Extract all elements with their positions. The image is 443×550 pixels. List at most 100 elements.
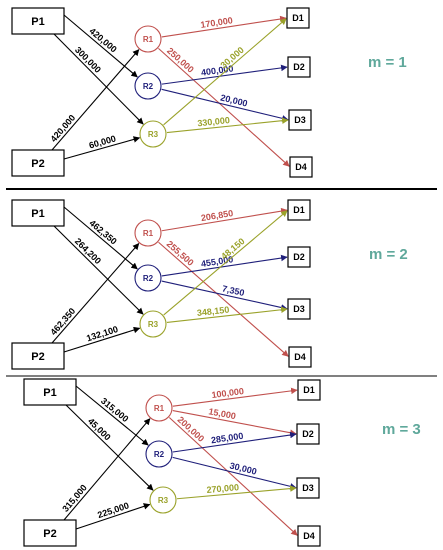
producer-box-p2 bbox=[23, 519, 77, 547]
flow-r1-d4: 200,000 bbox=[175, 414, 206, 443]
flow-r1-d1: 100,000 bbox=[211, 386, 245, 400]
arrow-r1-d1 bbox=[172, 387, 298, 407]
refinery-node-r2 bbox=[134, 264, 162, 292]
destination-box-d2 bbox=[287, 56, 311, 78]
arrow-p2-r3 bbox=[63, 326, 141, 353]
destination-label: D2 bbox=[293, 252, 305, 262]
destination-box-d3 bbox=[296, 477, 320, 499]
arrow-r3-d1 bbox=[163, 18, 287, 126]
arrow-r2-d3 bbox=[161, 280, 288, 311]
arrow-r2-d2 bbox=[161, 64, 288, 85]
arrow-r2-d3 bbox=[172, 456, 297, 490]
flow-r1-d2: 15,000 bbox=[208, 406, 237, 421]
flow-r2-d2: 285,000 bbox=[210, 431, 244, 446]
refinery-label: R2 bbox=[143, 82, 154, 91]
refinery-node-r1 bbox=[134, 25, 162, 53]
arrow-p1-r3 bbox=[65, 404, 154, 491]
producer-label: P1 bbox=[31, 16, 44, 28]
destination-box-d4 bbox=[297, 525, 321, 547]
refinery-label: R1 bbox=[154, 404, 165, 413]
flow-p2-r3: 225,000 bbox=[96, 500, 130, 520]
refinery-label: R2 bbox=[154, 450, 165, 459]
refinery-node-r1 bbox=[134, 219, 162, 247]
destination-label: D3 bbox=[293, 304, 305, 314]
period-label: m = 2 bbox=[369, 246, 408, 263]
producer-box-p2 bbox=[11, 149, 65, 177]
producer-box-p1 bbox=[11, 199, 65, 227]
arrow-r2-d2 bbox=[172, 431, 297, 453]
destination-box-d4 bbox=[289, 156, 313, 178]
refinery-node-r3 bbox=[139, 120, 167, 148]
refinery-label: R3 bbox=[148, 130, 159, 139]
refinery-node-r3 bbox=[149, 486, 177, 514]
producer-label: P2 bbox=[31, 158, 44, 170]
flow-p2-r1: 420,000 bbox=[48, 113, 77, 144]
destination-label: D3 bbox=[302, 483, 314, 493]
refinery-node-r2 bbox=[134, 72, 162, 100]
destination-box-d1 bbox=[297, 379, 321, 401]
flow-p2-r1: 462,350 bbox=[48, 306, 77, 337]
flow-r1-d4: 250,000 bbox=[165, 46, 196, 75]
arrow-p1-r3 bbox=[53, 33, 144, 125]
destination-label: D1 bbox=[292, 13, 304, 23]
refinery-label: R2 bbox=[143, 274, 154, 283]
flow-r2-d3: 7,350 bbox=[221, 283, 245, 298]
flow-r3-d3: 330,000 bbox=[197, 115, 230, 128]
flow-r3-d3: 270,000 bbox=[206, 482, 239, 495]
refinery-label: R3 bbox=[158, 496, 169, 505]
destination-label: D4 bbox=[303, 531, 315, 541]
arrow-r1-d4 bbox=[158, 241, 289, 357]
flow-p1-r1: 420,000 bbox=[87, 26, 118, 55]
destination-label: D1 bbox=[303, 385, 315, 395]
producer-box-p1 bbox=[23, 378, 77, 406]
destination-label: D1 bbox=[293, 205, 305, 215]
arrow-p1-r2 bbox=[75, 385, 149, 446]
producer-label: P1 bbox=[43, 387, 56, 399]
producer-box-p2 bbox=[11, 342, 65, 370]
destination-label: D2 bbox=[293, 62, 305, 72]
refinery-label: R3 bbox=[148, 320, 159, 329]
refinery-label: R1 bbox=[143, 35, 154, 44]
flow-r2-d2: 400,000 bbox=[200, 63, 234, 77]
flow-p1-r3: 264,200 bbox=[73, 236, 103, 266]
arrow-p2-r1 bbox=[63, 418, 151, 521]
arrow-r3-d3 bbox=[166, 306, 288, 324]
destination-box-d3 bbox=[288, 109, 312, 131]
destination-box-d1 bbox=[286, 7, 310, 29]
arrow-r1-d4 bbox=[168, 417, 298, 536]
period-label: m = 1 bbox=[368, 54, 407, 71]
flow-r2-d2: 455,000 bbox=[200, 254, 234, 269]
flow-p1-r1: 315,000 bbox=[99, 396, 131, 424]
destination-box-d1 bbox=[287, 199, 311, 221]
flow-r1-d4: 255,500 bbox=[165, 239, 196, 268]
refinery-node-r1 bbox=[145, 394, 173, 422]
arrow-p2-r1 bbox=[51, 243, 140, 344]
flow-p2-r1: 315,000 bbox=[60, 483, 89, 514]
arrow-p2-r3 bbox=[75, 503, 151, 530]
destination-box-d4 bbox=[288, 346, 312, 368]
destination-box-d2 bbox=[287, 246, 311, 268]
destination-label: D3 bbox=[294, 115, 306, 125]
arrow-p2-r1 bbox=[51, 49, 140, 151]
arrow-r2-d3 bbox=[161, 88, 289, 122]
refinery-node-r2 bbox=[145, 440, 173, 468]
arrow-r3-d3 bbox=[176, 485, 297, 500]
arrow-r1-d2 bbox=[172, 410, 297, 436]
arrow-r2-d2 bbox=[161, 254, 288, 277]
arrow-p1-r2 bbox=[63, 14, 138, 78]
flow-p1-r3: 300,000 bbox=[73, 45, 103, 75]
refinery-node-r3 bbox=[139, 310, 167, 338]
arrow-r3-d1 bbox=[163, 210, 288, 316]
arrow-r3-d3 bbox=[166, 117, 289, 134]
arrow-r1-d1 bbox=[161, 207, 288, 232]
destination-box-d2 bbox=[296, 423, 320, 445]
period-label: m = 3 bbox=[382, 421, 421, 438]
destination-label: D2 bbox=[302, 429, 314, 439]
producer-label: P2 bbox=[43, 528, 56, 540]
flow-r1-d1: 206,850 bbox=[200, 208, 234, 223]
arrow-p2-r3 bbox=[63, 136, 141, 160]
destination-label: D4 bbox=[294, 352, 306, 362]
